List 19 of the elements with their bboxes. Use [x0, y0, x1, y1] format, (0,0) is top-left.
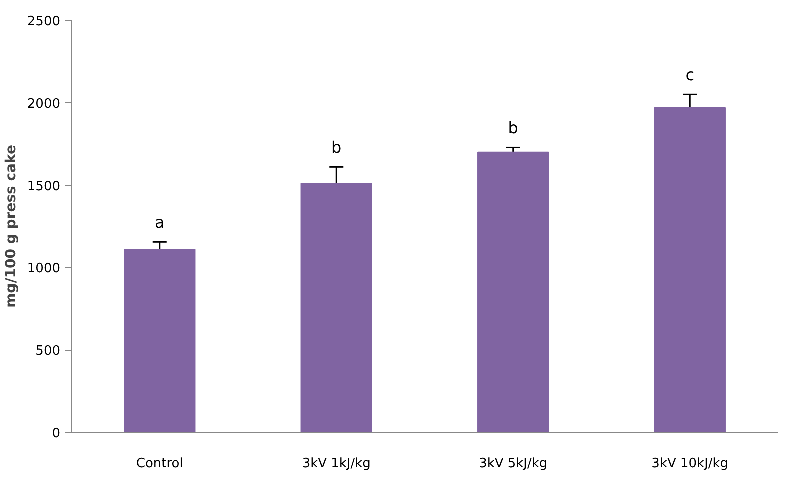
y-tick-label: 1000 — [27, 262, 61, 277]
x-tick-label: 3kV 10kJ/kg — [652, 456, 729, 472]
y-tick-label: 1500 — [27, 179, 61, 194]
bar — [654, 107, 726, 432]
bar — [478, 152, 550, 432]
x-tick-label: 3kV 5kJ/kg — [479, 456, 548, 472]
bar — [300, 183, 372, 432]
annotation: b — [332, 138, 342, 158]
y-axis-title: mg/100 g press cake — [3, 145, 20, 308]
annotation: a — [154, 213, 165, 232]
y-tick-label: 2000 — [27, 96, 61, 112]
y-tick-label: 2500 — [27, 14, 61, 30]
annotation: b — [508, 118, 518, 138]
bar — [124, 249, 196, 432]
annotation: c — [686, 66, 695, 85]
x-tick-label: Control — [136, 456, 184, 472]
x-tick-label: 3kV 1kJ/kg — [302, 456, 371, 472]
y-tick-label: 0 — [52, 426, 61, 442]
y-tick-label: 500 — [36, 344, 61, 360]
